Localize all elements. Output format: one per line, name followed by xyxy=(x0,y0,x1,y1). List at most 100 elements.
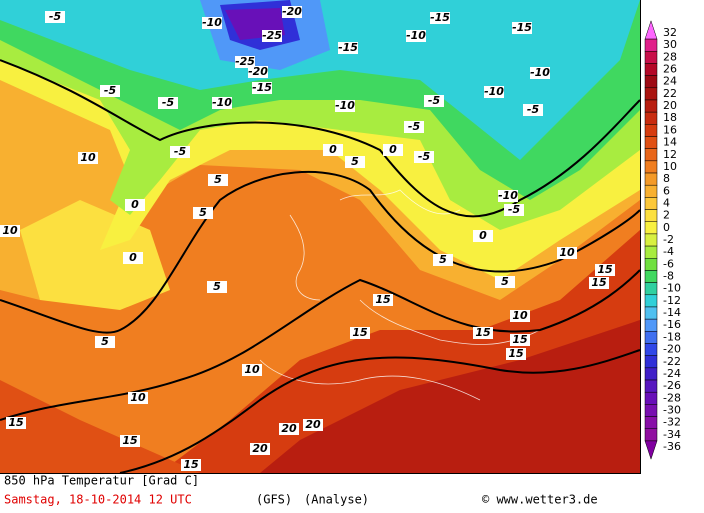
contour-label-box xyxy=(345,156,365,168)
contour-label: 10 xyxy=(559,246,575,259)
coastline xyxy=(289,214,321,301)
contour-label: -15 xyxy=(338,41,358,54)
contour-label-box xyxy=(212,97,232,109)
contour-label: -10 xyxy=(212,96,232,109)
contour-label: -10 xyxy=(498,189,518,202)
scale-band xyxy=(644,258,658,271)
scale-label: 20 xyxy=(663,99,677,112)
scale-label: 18 xyxy=(663,111,677,124)
scale-band xyxy=(644,63,658,76)
contour-label: 0 xyxy=(131,198,139,211)
contour-label: -5 xyxy=(408,120,421,133)
contour-label: -5 xyxy=(508,203,521,216)
temperature-region xyxy=(0,0,640,160)
scale-band xyxy=(644,209,658,222)
scale-band xyxy=(644,111,658,125)
coastline xyxy=(259,359,481,401)
scale-band xyxy=(644,318,658,332)
scale-label: 30 xyxy=(663,38,677,51)
contour-label: 15 xyxy=(122,434,138,447)
contour-label: -5 xyxy=(428,94,441,107)
scale-band xyxy=(644,282,658,296)
scale-label: -36 xyxy=(663,440,681,453)
scale-band xyxy=(644,197,658,210)
contour-line xyxy=(0,170,641,334)
contour-label: -10 xyxy=(335,99,355,112)
contour-label-box xyxy=(484,86,504,98)
contour-label: -10 xyxy=(202,16,222,29)
contour-label: -15 xyxy=(252,81,272,94)
scale-label: -8 xyxy=(663,270,674,283)
contour-label-box xyxy=(0,225,20,237)
scale-label: -26 xyxy=(663,379,681,392)
contour-label: 20 xyxy=(305,418,321,431)
contour-label: 15 xyxy=(8,416,24,429)
contour-label-box xyxy=(430,12,450,24)
contour-label: 0 xyxy=(129,251,137,264)
temperature-region xyxy=(260,320,640,473)
contour-label-box xyxy=(279,423,299,435)
scale-label: -10 xyxy=(663,282,681,295)
contour-label: 10 xyxy=(244,363,260,376)
contour-label-box xyxy=(504,204,524,216)
contour-label: 5 xyxy=(351,155,359,168)
contour-line xyxy=(119,349,641,474)
coastline xyxy=(339,189,461,215)
scale-label: 28 xyxy=(663,50,677,63)
footer-run: (Analyse) xyxy=(304,493,369,507)
contour-label-box xyxy=(282,6,302,18)
scale-label: 32 xyxy=(663,26,677,39)
contour-label: 15 xyxy=(512,333,528,346)
contour-label: 10 xyxy=(80,151,96,164)
contour-label: 5 xyxy=(501,275,509,288)
contour-label-box xyxy=(414,151,434,163)
scale-label: 8 xyxy=(663,172,670,185)
contour-label: 20 xyxy=(252,442,268,455)
contour-label-box xyxy=(120,435,140,447)
contour-label: 10 xyxy=(2,224,18,237)
footer-date: Samstag, 18-10-2014 12 UTC xyxy=(4,493,192,507)
contour-label-box xyxy=(252,82,272,94)
contour-label-box xyxy=(202,17,222,29)
contour-label: -5 xyxy=(174,145,187,158)
scale-label: 0 xyxy=(663,221,670,234)
footer-credit: © www.wetter3.de xyxy=(482,493,598,507)
contour-label-box xyxy=(6,417,26,429)
scale-band xyxy=(644,148,658,162)
scale-band xyxy=(644,136,658,149)
contour-label-box xyxy=(323,144,343,156)
scale-label: 12 xyxy=(663,148,677,161)
scale-label: -4 xyxy=(663,245,674,258)
contour-label: 15 xyxy=(591,276,607,289)
contour-label: -25 xyxy=(262,29,282,42)
scale-label: 24 xyxy=(663,75,677,88)
contour-label-box xyxy=(128,392,148,404)
scale-label: -32 xyxy=(663,416,681,429)
contour-label-box xyxy=(193,207,213,219)
contour-label: 5 xyxy=(101,335,109,348)
scale-label: 16 xyxy=(663,123,677,136)
temperature-region xyxy=(0,380,200,473)
scale-label: -28 xyxy=(663,391,681,404)
contour-label-box xyxy=(506,348,526,360)
scale-band xyxy=(644,75,658,89)
scale-band xyxy=(644,355,658,369)
contour-label: -5 xyxy=(162,96,175,109)
scale-label: -2 xyxy=(663,233,674,246)
contour-label: 0 xyxy=(329,143,337,156)
contour-label-box xyxy=(235,56,255,68)
contour-label: 5 xyxy=(439,253,447,266)
contour-label: 5 xyxy=(213,280,221,293)
scale-label: -34 xyxy=(663,428,681,441)
contour-label-box xyxy=(404,121,424,133)
contour-line xyxy=(0,269,641,421)
contour-label-box xyxy=(95,336,115,348)
map: -5 -10-20-25-25-20-15-15-10-15-15-10-10-5… xyxy=(0,0,641,474)
scale-band xyxy=(644,51,658,64)
contour-label: -10 xyxy=(484,85,504,98)
contour-label-box xyxy=(424,95,444,107)
contour-label-box xyxy=(207,281,227,293)
contour-label: 5 xyxy=(199,206,207,219)
scale-band xyxy=(644,428,658,442)
